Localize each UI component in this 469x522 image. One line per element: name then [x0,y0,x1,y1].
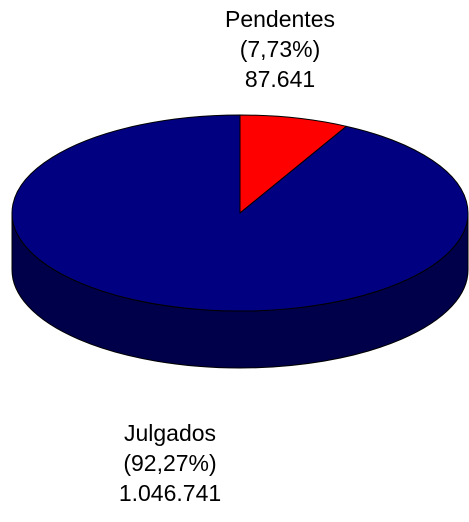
pie-slice-pendentes [239,114,347,214]
pie-slice-julgados [11,114,469,312]
slice-value-julgados: 1.046.741 [118,480,222,506]
slice-percent-julgados: (92,27%) [123,450,217,476]
slice-percent-pendentes: (7,73%) [239,36,321,62]
slice-label-julgados: Julgados (92,27%) 1.046.741 [110,418,230,508]
slice-label-pendentes: Pendentes (7,73%) 87.641 [220,4,340,94]
slice-name-pendentes: Pendentes [225,6,335,32]
slice-name-julgados: Julgados [123,420,217,446]
slice-value-pendentes: 87.641 [244,66,316,92]
